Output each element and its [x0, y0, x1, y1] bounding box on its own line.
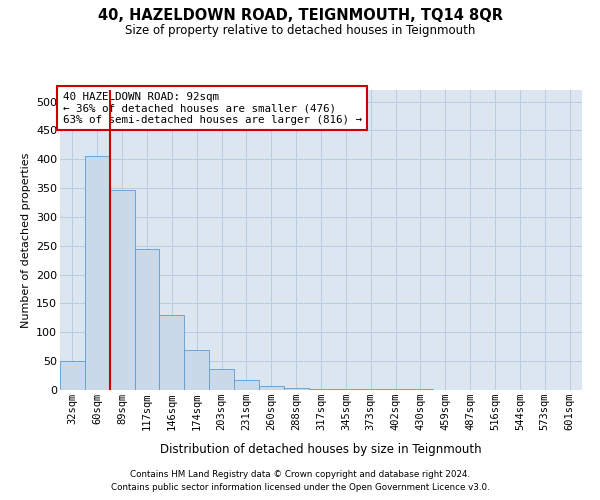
Bar	[284, 388, 308, 390]
Text: 40, HAZELDOWN ROAD, TEIGNMOUTH, TQ14 8QR: 40, HAZELDOWN ROAD, TEIGNMOUTH, TQ14 8QR	[97, 8, 503, 22]
Text: Contains public sector information licensed under the Open Government Licence v3: Contains public sector information licen…	[110, 484, 490, 492]
Bar	[259, 386, 284, 390]
Bar	[160, 315, 184, 390]
Text: Distribution of detached houses by size in Teignmouth: Distribution of detached houses by size …	[160, 442, 482, 456]
Text: Contains HM Land Registry data © Crown copyright and database right 2024.: Contains HM Land Registry data © Crown c…	[130, 470, 470, 479]
Text: 40 HAZELDOWN ROAD: 92sqm
← 36% of detached houses are smaller (476)
63% of semi-: 40 HAZELDOWN ROAD: 92sqm ← 36% of detach…	[62, 92, 362, 124]
Bar	[184, 350, 209, 390]
Bar	[234, 380, 259, 390]
Y-axis label: Number of detached properties: Number of detached properties	[20, 152, 31, 328]
Text: Size of property relative to detached houses in Teignmouth: Size of property relative to detached ho…	[125, 24, 475, 37]
Bar	[85, 156, 110, 390]
Bar	[209, 368, 234, 390]
Bar	[134, 248, 160, 390]
Bar	[60, 361, 85, 390]
Bar	[110, 190, 134, 390]
